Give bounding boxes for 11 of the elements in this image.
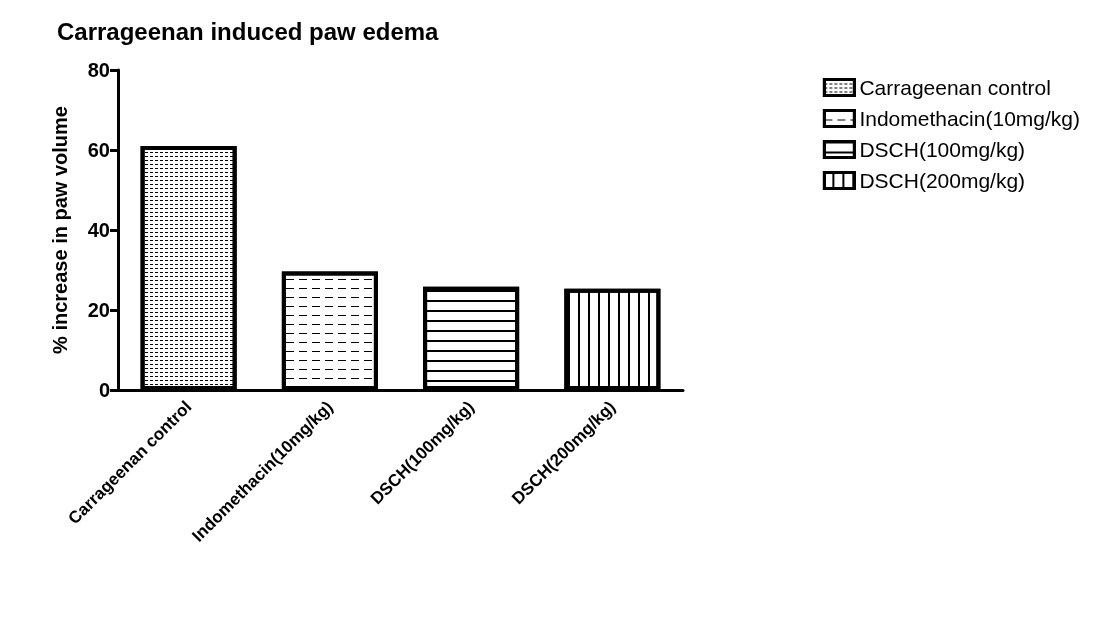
legend-label: Indomethacin(10mg/kg) xyxy=(859,107,1081,130)
y-tick-label: 0 xyxy=(98,379,110,401)
legend-label: DSCH(100mg/kg) xyxy=(859,138,1026,161)
y-tick-label: 60 xyxy=(87,139,110,161)
legend-label: Carrageenan control xyxy=(859,76,1051,99)
y-axis-title: % increase in paw volume xyxy=(49,106,71,354)
y-tick-label: 20 xyxy=(87,299,110,321)
chart-title: Carrageenan induced paw edema xyxy=(57,17,440,45)
y-tick-label: 40 xyxy=(87,219,110,241)
y-tick-label: 80 xyxy=(87,59,110,81)
legend-label: DSCH(200mg/kg) xyxy=(859,169,1026,192)
